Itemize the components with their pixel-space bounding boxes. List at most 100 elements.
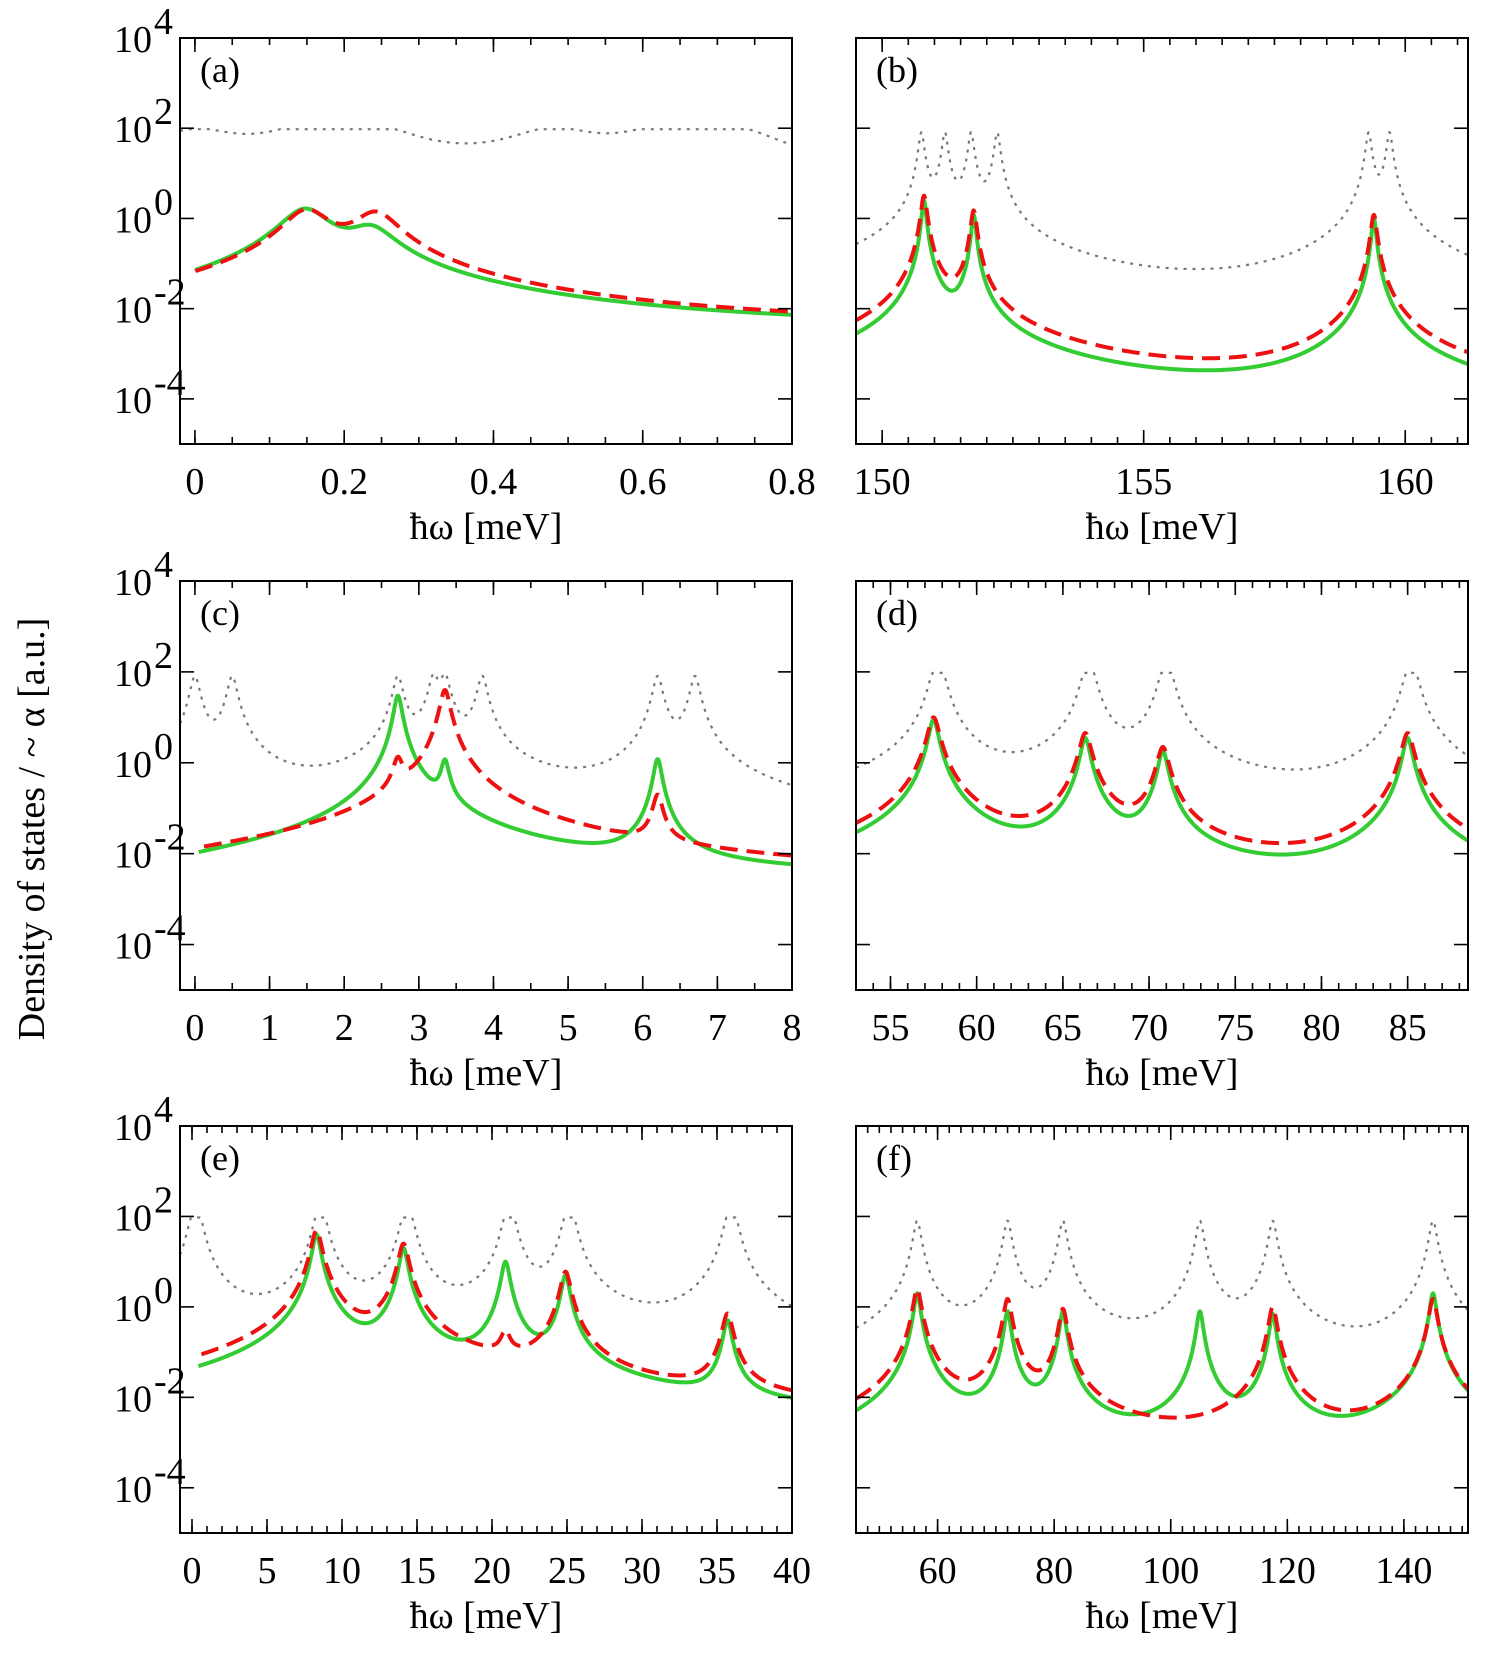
curves: [856, 131, 1468, 373]
y-tick-label: 10: [114, 744, 152, 786]
x-tick-label: 0.6: [619, 461, 667, 503]
x-tick-label: 4: [484, 1007, 503, 1049]
y-tick-label: 10: [114, 290, 152, 332]
series-green-line: [856, 198, 1468, 373]
series-red-line: [202, 688, 792, 858]
x-tick-label: 2: [335, 1007, 354, 1049]
y-tick-label: 10: [114, 926, 152, 968]
y-tick-label: 10: [114, 653, 152, 695]
series-dotted-line: [856, 1219, 1468, 1329]
x-tick-label: 140: [1375, 1550, 1432, 1592]
x-tick-label: 80: [1302, 1007, 1340, 1049]
x-tick-label: 8: [783, 1007, 802, 1049]
x-tick-label: 0: [183, 1550, 202, 1592]
series-dotted-line: [856, 671, 1468, 771]
x-axis-label: ħω [meV]: [410, 506, 563, 548]
series-red-line: [856, 1286, 1468, 1420]
plot-frame: [855, 580, 1469, 991]
series-green-line: [193, 206, 792, 317]
x-tick-label: 40: [773, 1550, 811, 1592]
panel-label: (b): [876, 50, 918, 90]
series-dotted-line: [180, 672, 792, 787]
y-tick-exponent: 4: [154, 544, 173, 586]
y-tick-exponent: 0: [154, 181, 173, 223]
x-tick-label: 1: [260, 1007, 279, 1049]
plot-frame: [179, 580, 793, 991]
x-tick-label: 25: [548, 1550, 586, 1592]
series-green-line: [196, 1232, 792, 1400]
series-green-line: [856, 1291, 1468, 1418]
y-tick-exponent: 0: [154, 726, 173, 768]
y-tick-exponent: -2: [154, 272, 186, 314]
panel-label: (c): [200, 593, 240, 633]
x-tick-label: 30: [623, 1550, 661, 1592]
curves: [856, 671, 1468, 857]
x-tick-label: 15: [398, 1550, 436, 1592]
y-tick-exponent: 4: [154, 1, 173, 43]
y-tick-exponent: 2: [154, 1179, 173, 1221]
x-tick-label: 0: [185, 1007, 204, 1049]
x-axis-label: ħω [meV]: [1086, 1052, 1239, 1094]
x-tick-label: 80: [1035, 1550, 1073, 1592]
x-axis-label: ħω [meV]: [410, 1052, 563, 1094]
x-tick-label: 65: [1044, 1007, 1082, 1049]
panel-label: (f): [876, 1138, 912, 1178]
series-red-line: [856, 193, 1468, 361]
y-tick-exponent: -4: [154, 908, 186, 950]
x-tick-label: 0.2: [320, 461, 368, 503]
y-tick-exponent: -4: [154, 1451, 186, 1493]
curves: [180, 128, 792, 317]
x-tick-label: 85: [1389, 1007, 1427, 1049]
y-tick-label: 10: [114, 1469, 152, 1511]
x-axis-label: ħω [meV]: [410, 1595, 563, 1637]
x-tick-label: 120: [1259, 1550, 1316, 1592]
y-tick-exponent: -2: [154, 817, 186, 859]
y-tick-label: 10: [114, 1378, 152, 1420]
x-tick-label: 20: [473, 1550, 511, 1592]
panel-d: 55 60 65 70 75 80 85 (d) ħω [meV]: [855, 580, 1469, 1094]
series-red-line: [199, 1228, 792, 1393]
y-tick-exponent: -4: [154, 362, 186, 404]
x-tick-label: 150: [854, 461, 911, 503]
x-tick-label: 0.4: [470, 461, 518, 503]
curves: [180, 1216, 792, 1400]
panel-f: 60 80 100 120 140 (f) ħω [meV]: [855, 1125, 1469, 1637]
x-tick-label: 0.8: [768, 461, 816, 503]
x-tick-label: 5: [559, 1007, 578, 1049]
x-tick-label: 100: [1142, 1550, 1199, 1592]
x-tick-label: 6: [633, 1007, 652, 1049]
y-tick-exponent: 2: [154, 91, 173, 133]
panel-label: (a): [200, 50, 240, 90]
curves: [180, 672, 792, 867]
x-tick-label: 55: [871, 1007, 909, 1049]
plot-frame: [179, 37, 793, 445]
series-green-line: [856, 717, 1468, 857]
y-tick-label: 10: [114, 19, 152, 61]
y-tick-label: 10: [114, 1107, 152, 1149]
y-tick-label: 10: [114, 1197, 152, 1239]
y-tick-exponent: -2: [154, 1360, 186, 1402]
series-red-line: [193, 207, 792, 314]
y-tick-label: 10: [114, 109, 152, 151]
y-tick-label: 10: [114, 199, 152, 241]
x-tick-label: 0: [185, 461, 204, 503]
y-tick-label: 10: [114, 1288, 152, 1330]
x-tick-label: 60: [958, 1007, 996, 1049]
x-tick-label: 7: [708, 1007, 727, 1049]
y-tick-exponent: 4: [154, 1089, 173, 1131]
series-red-line: [856, 715, 1468, 846]
x-tick-label: 60: [919, 1550, 957, 1592]
x-tick-label: 70: [1130, 1007, 1168, 1049]
y-tick-label: 10: [114, 380, 152, 422]
panel-label: (d): [876, 593, 918, 633]
plot-frame: [855, 37, 1469, 445]
x-tick-label: 10: [323, 1550, 361, 1592]
x-axis-label: ħω [meV]: [1086, 1595, 1239, 1637]
x-tick-label: 155: [1115, 461, 1172, 503]
y-tick-exponent: 0: [154, 1270, 173, 1312]
